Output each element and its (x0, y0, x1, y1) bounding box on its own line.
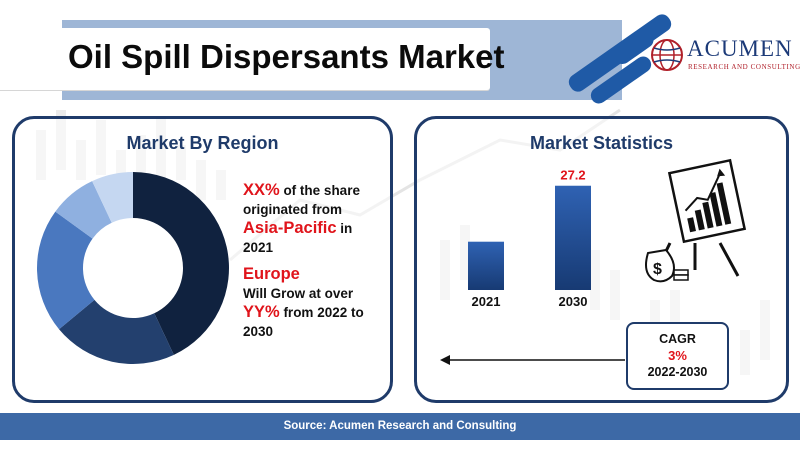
stats-panel-title: Market Statistics (529, 133, 674, 153)
end-year: 2030 (243, 324, 274, 339)
logo-subtitle: RESEARCH AND CONSULTING (688, 63, 800, 71)
growth-chart-easel-icon: $ (645, 158, 747, 283)
acumen-logo: ACUMEN RESEARCH AND CONSULTING (650, 36, 800, 76)
originated-text: originated from (243, 202, 343, 217)
region-donut-chart (37, 172, 230, 364)
grow-text: Will Grow at over (243, 286, 354, 301)
donut-slice-5 (92, 172, 133, 223)
donut-slice-4 (55, 181, 112, 239)
base-year: 2021 (243, 240, 274, 255)
donut-slice-3 (37, 211, 95, 330)
period-text: from 2022 to (279, 305, 364, 320)
in-text: in (336, 221, 353, 236)
source-footer: Source: Acumen Research and Consulting (0, 413, 800, 440)
timeline-arrow (440, 355, 625, 365)
donut-slice-1 (133, 172, 230, 355)
bar-value-label-2030: 27.2 (560, 170, 585, 183)
bar-category-label-2021: 2021 (472, 294, 501, 308)
share-value: XX% (243, 181, 280, 199)
donut-slice-2 (59, 299, 174, 364)
growth-value: YY% (243, 303, 280, 321)
page-title: Oil Spill Dispersants Market (68, 38, 505, 75)
share-text: of the share (279, 183, 360, 198)
globe-icon (651, 39, 683, 71)
cagr-box: CAGR 3% 2022-2030 (626, 322, 729, 390)
cagr-period: 2022-2030 (647, 365, 708, 379)
bar-2021 (468, 241, 504, 290)
bar-category-label-2030: 2030 (559, 294, 588, 308)
svg-text:$: $ (653, 261, 662, 278)
region-panel-title: Market By Region (126, 133, 279, 153)
title-box (0, 28, 490, 90)
growth-region: Europe (243, 265, 300, 283)
top-region: Asia-Pacific (243, 219, 337, 237)
cagr-label: CAGR (659, 332, 696, 346)
cagr-value: 3% (668, 348, 687, 363)
market-bar-chart: 2021 27.2 2030 (468, 170, 591, 308)
bar-2030 (555, 185, 591, 290)
logo-name: ACUMEN (687, 36, 793, 61)
region-summary: XX% of the share originated from Asia-Pa… (243, 181, 393, 341)
